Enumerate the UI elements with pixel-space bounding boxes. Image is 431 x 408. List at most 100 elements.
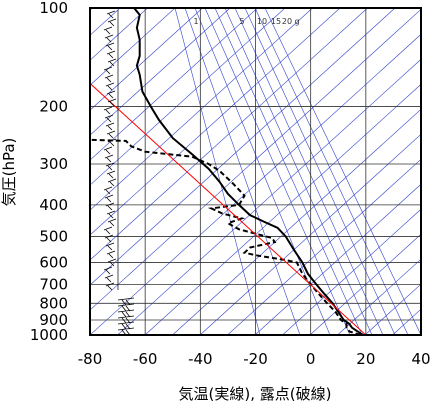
wind-barb <box>104 154 114 163</box>
wind-barb <box>104 234 114 243</box>
wind-barb <box>117 297 135 306</box>
mixing-ratio-line <box>224 8 373 335</box>
wind-barb <box>106 170 116 179</box>
y-tick-label: 1000 <box>30 326 68 344</box>
dewpoint-line <box>90 138 361 335</box>
mixing-ratio-line <box>244 8 396 335</box>
isotherm-line <box>117 58 421 335</box>
wind-barb <box>105 202 115 211</box>
isotherm-line <box>90 8 258 161</box>
y-tick-label: 300 <box>39 155 68 173</box>
wind-barb <box>107 98 117 107</box>
wind-barb <box>107 138 117 147</box>
mixing-ratio-labels: 1 5 10 15 20 g <box>193 17 299 26</box>
temperature-line <box>133 8 364 335</box>
isotherm-line <box>254 183 421 335</box>
wind-barb <box>103 186 113 195</box>
parcel-line <box>90 83 367 335</box>
wind-barb <box>117 315 135 324</box>
x-tick-label: -60 <box>133 350 158 368</box>
isotherm-line <box>199 133 421 335</box>
isotherm-line <box>282 208 421 335</box>
isotherm-line <box>90 8 341 236</box>
wind-barb <box>104 74 114 83</box>
isotherm-line <box>90 8 368 261</box>
x-axis-label: 気温(実線), 露点(破線) <box>179 385 332 403</box>
mixing-ratio-line <box>254 8 409 335</box>
wind-barb <box>117 321 135 330</box>
mixing-ratio-label: 5 <box>239 17 244 26</box>
y-tick-label: 700 <box>39 275 68 293</box>
isotherm-line <box>90 8 148 61</box>
y-axis-label: 気圧(hPa) <box>0 138 18 207</box>
isotherm-line <box>144 83 421 335</box>
wind-barb <box>106 210 116 219</box>
x-tick-label: 40 <box>411 350 430 368</box>
isotherm-line <box>90 8 231 136</box>
wind-barb <box>104 114 114 123</box>
x-tick-label: -80 <box>78 350 103 368</box>
x-tick-label: -40 <box>188 350 213 368</box>
y-tick-label: 500 <box>39 228 68 246</box>
wind-barb <box>105 122 115 131</box>
wind-barb <box>106 130 116 139</box>
x-tick-label: -20 <box>243 350 268 368</box>
mixing-ratio-line <box>184 8 301 335</box>
x-tick-label: 20 <box>356 350 375 368</box>
x-tick-labels: -80 -60 -40 -20 0 20 40 <box>78 350 431 368</box>
isotherm-line <box>90 8 313 211</box>
wind-barb <box>107 258 117 267</box>
mixing-ratio-line <box>234 8 384 335</box>
wind-barb <box>107 218 117 227</box>
wind-barbs <box>103 10 135 336</box>
wind-barb <box>103 146 113 155</box>
wind-barb <box>103 66 113 75</box>
x-tick-label: 0 <box>306 350 316 368</box>
y-tick-label: 100 <box>39 0 68 17</box>
isotherm-line <box>90 8 176 86</box>
wind-barb <box>106 10 116 19</box>
isotherm-line <box>90 8 286 186</box>
isotherm-line <box>337 258 421 335</box>
wind-barb <box>107 178 117 187</box>
wind-barb <box>107 18 117 27</box>
mixing-ratio-label: 1 <box>193 17 198 26</box>
mixing-ratio-line <box>214 8 363 335</box>
wind-barb <box>104 34 114 43</box>
wind-barb <box>105 82 115 91</box>
wind-barb <box>104 274 114 283</box>
y-tick-label: 200 <box>39 97 68 115</box>
isotherm-line <box>90 33 421 335</box>
isotherm-line <box>90 8 396 286</box>
y-tick-label: 600 <box>39 253 68 271</box>
mixing-ratio-line <box>204 8 351 335</box>
wind-barb <box>105 42 115 51</box>
wind-barb <box>103 106 113 115</box>
wind-barb <box>103 226 113 235</box>
wind-barb <box>117 327 135 336</box>
isotherm-line <box>172 108 421 335</box>
y-tick-label: 400 <box>39 196 68 214</box>
mixing-ratio-line <box>264 8 421 335</box>
wind-barb <box>106 90 116 99</box>
mixing-ratio-line <box>174 8 261 335</box>
mixing-ratio-line <box>194 8 331 335</box>
isotherm-line <box>90 8 203 111</box>
wind-barb <box>105 162 115 171</box>
mixing-ratio-label: 10 <box>257 17 267 26</box>
isotherm-line <box>227 158 421 335</box>
plot-frame <box>89 7 422 336</box>
mixing-ratio-label: 15 <box>271 17 281 26</box>
mixing-ratio-lines <box>174 8 421 335</box>
wind-barb <box>106 250 116 259</box>
wind-barb <box>106 50 116 59</box>
isotherm-line <box>392 308 421 335</box>
wind-barb <box>104 194 114 203</box>
mixing-ratio-label: g <box>294 17 299 26</box>
plot-area <box>90 8 367 335</box>
wind-barb <box>117 309 135 318</box>
mixing-ratio-label: 20 <box>282 17 292 26</box>
y-tick-label: 900 <box>39 311 68 329</box>
